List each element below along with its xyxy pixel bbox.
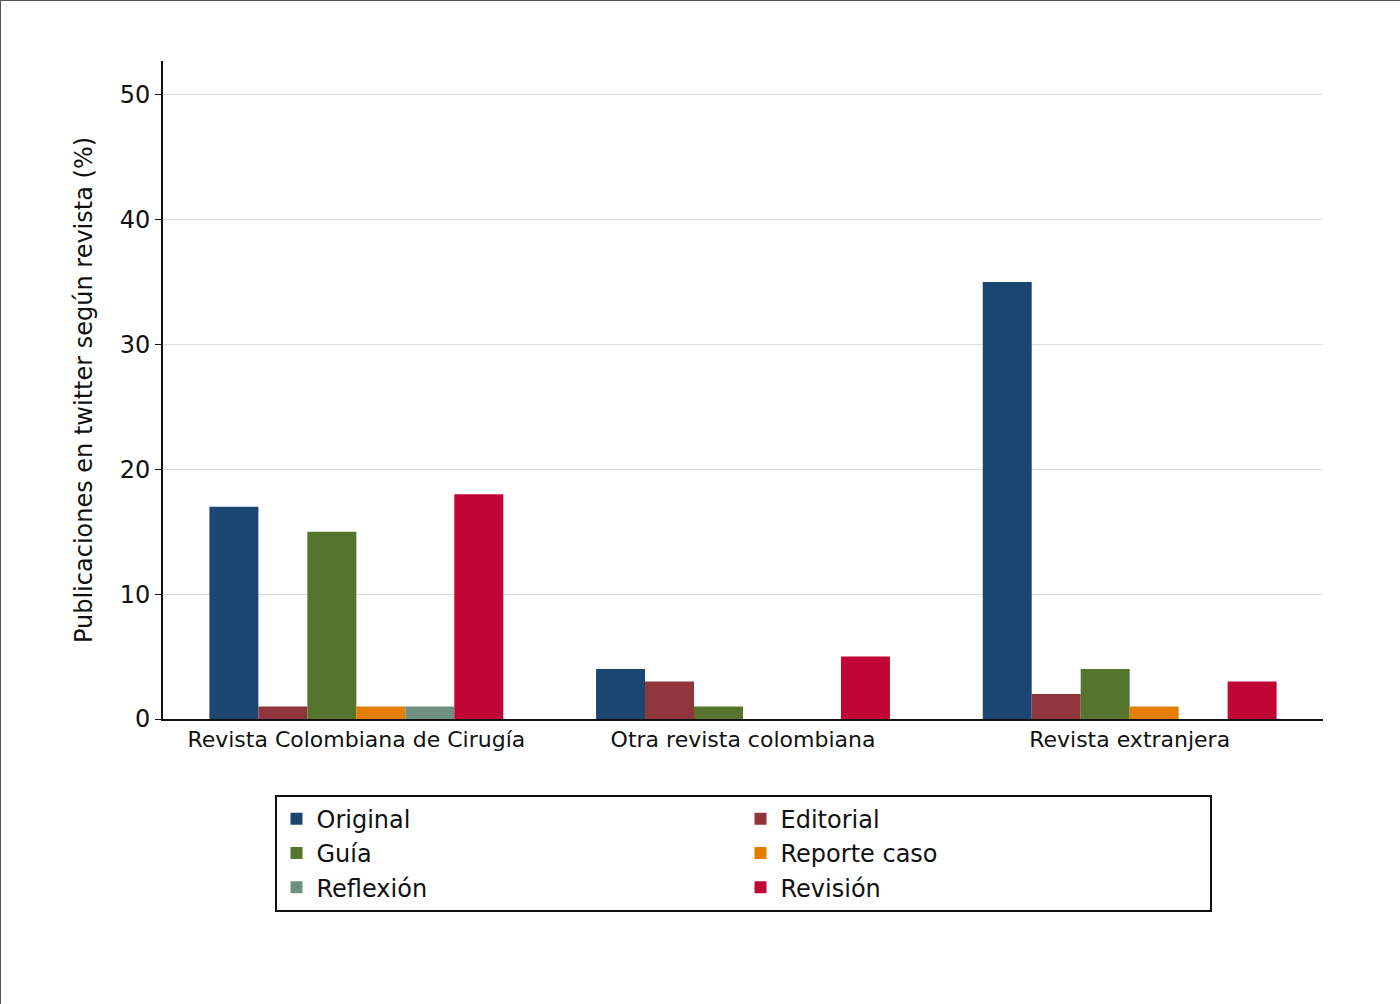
svg-text:40: 40 bbox=[120, 206, 151, 234]
svg-text:10: 10 bbox=[120, 581, 151, 609]
svg-text:50: 50 bbox=[120, 81, 151, 109]
svg-text:Editorial: Editorial bbox=[781, 806, 880, 834]
svg-text:Guía: Guía bbox=[317, 840, 372, 868]
svg-text:Revista Colombiana de Cirugía: Revista Colombiana de Cirugía bbox=[187, 727, 525, 752]
svg-text:20: 20 bbox=[120, 456, 151, 484]
svg-text:Otra revista colombiana: Otra revista colombiana bbox=[611, 727, 876, 752]
svg-text:Reflexión: Reflexión bbox=[317, 875, 428, 903]
svg-text:Revisión: Revisión bbox=[781, 875, 881, 903]
svg-text:30: 30 bbox=[120, 331, 151, 359]
svg-text:Revista extranjera: Revista extranjera bbox=[1029, 727, 1230, 752]
svg-text:Publicaciones en twitter según: Publicaciones en twitter según revista (… bbox=[70, 137, 98, 643]
svg-text:0: 0 bbox=[135, 705, 150, 733]
svg-text:Reporte caso: Reporte caso bbox=[781, 840, 938, 868]
svg-text:Original: Original bbox=[317, 806, 411, 834]
